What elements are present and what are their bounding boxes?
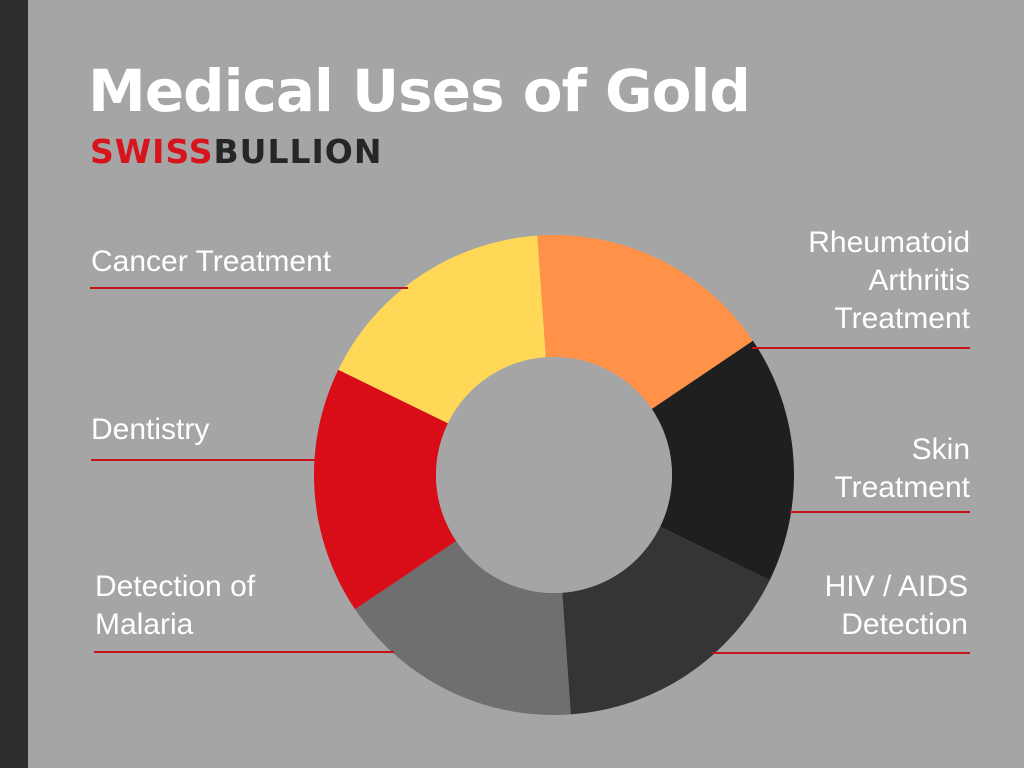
leader-line-rheumatoid-arthritis: [752, 347, 970, 349]
slice-label-cancer-treatment: Cancer Treatment: [91, 243, 331, 281]
leader-line-cancer-treatment: [90, 287, 408, 289]
slice-label-skin-treatment: Skin Treatment: [834, 431, 970, 507]
slice-label-detection-of-malaria: Detection of Malaria: [95, 568, 255, 644]
slice-label-rheumatoid-arthritis: Rheumatoid Arthritis Treatment: [808, 224, 970, 338]
leader-line-dentistry: [91, 459, 317, 461]
donut-center-hole: [436, 357, 672, 593]
leader-line-hiv-aids-detection: [712, 652, 970, 654]
leader-line-detection-of-malaria: [94, 651, 394, 653]
slice-label-hiv-aids-detection: HIV / AIDS Detection: [825, 568, 968, 644]
leader-line-skin-treatment: [790, 511, 970, 513]
slice-label-dentistry: Dentistry: [91, 411, 209, 449]
